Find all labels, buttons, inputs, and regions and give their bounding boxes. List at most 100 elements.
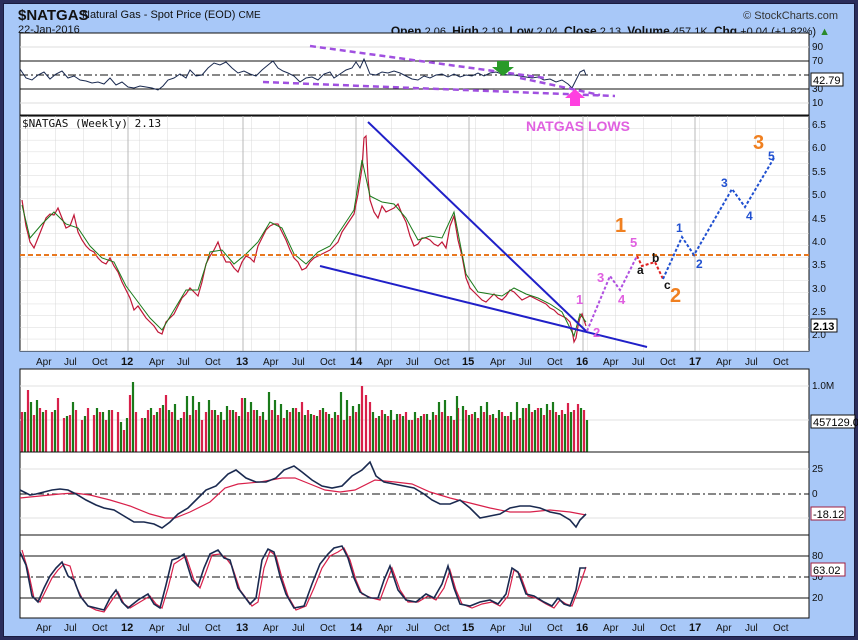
x-axis-bottom: Apr Jul Oct 12 Apr Jul Oct 13 Apr Jul Oct 14 Apr J… [36, 622, 789, 634]
pink-arrow-icon [565, 89, 585, 106]
svg-text:Jul: Jul [519, 357, 532, 368]
svg-text:Apr: Apr [603, 623, 619, 634]
wave-pink-1: 1 [576, 292, 583, 307]
volume-value-tag: 457129.0 [813, 417, 858, 429]
svg-text:Jul: Jul [745, 623, 758, 634]
svg-text:Jul: Jul [745, 357, 758, 368]
svg-text:14: 14 [350, 356, 363, 368]
wave-orange-1: 1 [615, 215, 626, 237]
wave-orange-2: 2 [670, 285, 681, 307]
green-arrow-icon [492, 61, 514, 76]
wave-pink-3: 3 [597, 270, 604, 285]
svg-text:2.0: 2.0 [812, 330, 826, 341]
svg-text:Apr: Apr [149, 357, 165, 368]
svg-text:Apr: Apr [716, 357, 732, 368]
svg-text:16: 16 [576, 622, 588, 634]
svg-text:Oct: Oct [205, 623, 221, 634]
natgas-lows-annotation: NATGAS LOWS [526, 118, 630, 134]
svg-text:6.0: 6.0 [812, 143, 826, 154]
svg-text:Apr: Apr [36, 623, 52, 634]
wave-pink-2: 2 [593, 325, 600, 340]
svg-text:15: 15 [462, 622, 474, 634]
svg-text:6.5: 6.5 [812, 120, 826, 131]
svg-text:15: 15 [462, 356, 474, 368]
wave-pink-4: 4 [618, 292, 626, 307]
svg-text:12: 12 [121, 356, 133, 368]
svg-text:0: 0 [812, 489, 818, 500]
svg-text:4.0: 4.0 [812, 237, 826, 248]
svg-text:Apr: Apr [377, 357, 393, 368]
svg-text:Oct: Oct [92, 357, 108, 368]
svg-text:Apr: Apr [149, 623, 165, 634]
price-panel: 1 2 3 4 5 1 2 3 a b c 1 2 3 4 5 NATGAS L… [19, 115, 826, 352]
svg-text:Jul: Jul [64, 357, 77, 368]
svg-text:10: 10 [812, 98, 824, 109]
svg-text:20: 20 [812, 593, 824, 604]
svg-text:Apr: Apr [36, 357, 52, 368]
svg-text:Jul: Jul [292, 623, 305, 634]
svg-text:90: 90 [812, 42, 824, 53]
svg-text:Jul: Jul [64, 623, 77, 634]
copyright: © StockCharts.com [743, 10, 838, 22]
svg-text:50: 50 [812, 572, 824, 583]
svg-text:12: 12 [121, 622, 133, 634]
rsi-value-tag: 42.79 [813, 75, 841, 87]
svg-text:Oct: Oct [434, 623, 450, 634]
symbol-title: $NATGAS [18, 7, 89, 24]
svg-text:Jul: Jul [406, 357, 419, 368]
value-tags: 42.79 2.13 457129.0 -18.12 63.02 [810, 72, 858, 577]
volume-bars [20, 382, 589, 452]
wave-c: c [664, 278, 671, 292]
svg-text:14: 14 [350, 622, 363, 634]
svg-text:Oct: Oct [320, 357, 336, 368]
svg-text:70: 70 [812, 56, 824, 67]
svg-text:17: 17 [689, 622, 701, 634]
wave-a: a [637, 263, 644, 277]
wave-blue-1: 1 [676, 221, 683, 235]
svg-text:Oct: Oct [660, 623, 676, 634]
svg-text:13: 13 [236, 622, 248, 634]
svg-text:Oct: Oct [434, 357, 450, 368]
svg-text:Oct: Oct [92, 623, 108, 634]
svg-text:Apr: Apr [377, 623, 393, 634]
svg-text:Oct: Oct [320, 623, 336, 634]
stoch-panel: 80 50 20 [19, 534, 824, 619]
svg-text:Oct: Oct [547, 623, 563, 634]
svg-text:25: 25 [812, 464, 824, 475]
svg-text:Apr: Apr [263, 357, 279, 368]
volume-panel: 1.0M [19, 368, 834, 453]
stoch-value-tag: 63.02 [813, 565, 841, 577]
price-value-tag: 2.13 [813, 321, 834, 333]
svg-text:30: 30 [812, 84, 824, 95]
svg-text:2.5: 2.5 [812, 307, 826, 318]
svg-text:Oct: Oct [547, 357, 563, 368]
svg-text:Jul: Jul [519, 623, 532, 634]
x-axis-top: Apr Jul Oct 12 Apr Jul Oct 13 Apr Jul Oct 14 Apr J… [36, 356, 789, 368]
wave-blue-2: 2 [696, 257, 703, 271]
wave-orange-3: 3 [753, 132, 764, 154]
svg-text:5.5: 5.5 [812, 167, 826, 178]
svg-text:Oct: Oct [205, 357, 221, 368]
svg-text:17: 17 [689, 356, 701, 368]
wave-blue-4: 4 [746, 209, 753, 223]
svg-text:3.0: 3.0 [812, 284, 826, 295]
wave-pink-5: 5 [630, 235, 637, 250]
svg-text:4.5: 4.5 [812, 214, 826, 225]
svg-text:Oct: Oct [773, 623, 789, 634]
svg-text:Apr: Apr [263, 623, 279, 634]
rsi-panel: 90 70 30 10 [19, 32, 824, 116]
svg-text:Jul: Jul [632, 623, 645, 634]
svg-text:3.5: 3.5 [812, 260, 826, 271]
svg-text:Jul: Jul [177, 357, 190, 368]
svg-text:80: 80 [812, 551, 824, 562]
svg-text:Oct: Oct [660, 357, 676, 368]
svg-text:Apr: Apr [603, 357, 619, 368]
svg-text:Apr: Apr [716, 623, 732, 634]
svg-text:Jul: Jul [177, 623, 190, 634]
wave-blue-3: 3 [721, 176, 728, 190]
svg-text:13: 13 [236, 356, 248, 368]
wave-blue-5: 5 [768, 149, 775, 163]
svg-text:Jul: Jul [406, 623, 419, 634]
price-legend: $NATGAS (Weekly) 2.13 [22, 117, 161, 130]
